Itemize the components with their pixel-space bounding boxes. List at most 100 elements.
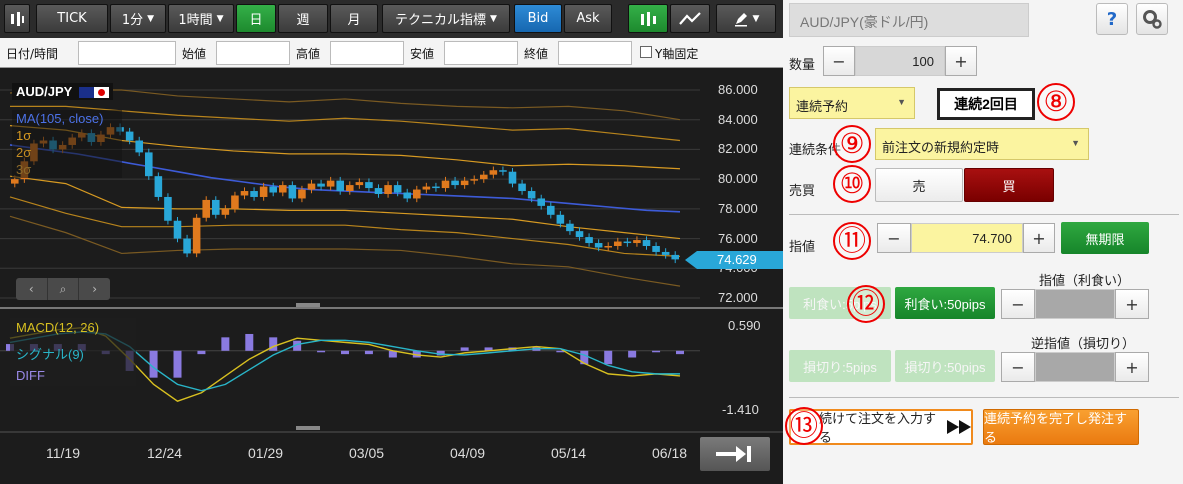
macd-tick-label: 0.590 [728, 318, 761, 333]
draw-tool-dropdown[interactable]: ▼ [716, 4, 776, 33]
price-input[interactable]: 74.700 [911, 223, 1023, 253]
finish-order-button[interactable]: 連続予約を完了し発注する [983, 409, 1139, 445]
stop-loss-input[interactable] [1035, 352, 1115, 382]
bid-button[interactable]: Bid [514, 4, 562, 33]
sell-button[interactable]: 売 [875, 168, 963, 202]
close-field [558, 41, 632, 65]
date-tick-label: 01/29 [248, 445, 284, 461]
candle-body [125, 131, 134, 141]
month-button[interactable]: 月 [330, 4, 378, 33]
candle-body [518, 183, 526, 192]
scroll-left-icon[interactable]: ‹ [28, 282, 34, 296]
candle-body [480, 174, 488, 180]
candle-body [661, 251, 670, 255]
condition-select[interactable]: 前注文の新規約定時 ▼ [875, 128, 1089, 160]
zoom-icon[interactable]: ⌕ [46, 278, 80, 300]
interval-2-dropdown[interactable]: 1時間 ▼ [168, 4, 234, 33]
date-tick-label: 11/19 [46, 445, 80, 461]
week-button[interactable]: 週 [278, 4, 328, 33]
candle-body [470, 179, 478, 181]
date-tick-label: 06/18 [652, 445, 688, 461]
candle-body [393, 185, 402, 193]
macd-histogram-bar [221, 337, 230, 351]
candle-body [135, 140, 143, 153]
price-minus-button[interactable]: − [877, 223, 911, 253]
continue-order-label: 続けて注文を入力する [819, 411, 937, 445]
candle-body [202, 199, 210, 218]
chevron-down-icon: ▼ [1071, 138, 1080, 148]
unlimited-button[interactable]: 無期限 [1061, 222, 1149, 254]
take-profit-input[interactable] [1035, 289, 1115, 319]
symbol-field[interactable]: AUD/JPY(豪ドル/円) [789, 3, 1029, 37]
buy-button[interactable]: 買 [964, 168, 1054, 202]
candle-body [432, 186, 440, 189]
macd-histogram-bar [173, 350, 182, 378]
stop-loss-5-button[interactable]: 損切り:5pips [789, 350, 891, 382]
technical-dropdown[interactable]: テクニカル指標 ▼ [382, 4, 510, 33]
macd-histogram-bar [556, 350, 565, 353]
price-plus-button[interactable]: + [1023, 223, 1055, 253]
candle-body [355, 182, 364, 186]
line-chart-icon[interactable] [670, 4, 710, 33]
candle-body [451, 180, 459, 186]
macd-histogram-bar [604, 350, 613, 365]
price-tick-label: 86.000 [718, 82, 758, 97]
help-button[interactable]: ? [1096, 3, 1128, 35]
current-price-pointer [685, 251, 697, 269]
candle-body [652, 246, 660, 252]
candle-body [566, 223, 574, 232]
candle-body [192, 217, 201, 254]
yaxis-fixed-checkbox[interactable] [640, 46, 652, 58]
macd-histogram-bar [460, 347, 469, 351]
chevron-down-icon: ▼ [752, 13, 760, 24]
annotation-12: ⑫ [847, 285, 885, 323]
fast-forward-icon [946, 420, 971, 434]
condition-value: 前注文の新規約定時 [882, 140, 1000, 155]
price-chart [0, 89, 783, 433]
macd-histogram-bar [652, 350, 661, 353]
scroll-right-icon[interactable]: › [92, 282, 98, 296]
quantity-input[interactable]: 100 [855, 46, 945, 76]
candle-body [307, 183, 316, 190]
jump-latest-button[interactable] [700, 437, 770, 471]
candle-body [259, 186, 268, 197]
quantity-plus-button[interactable]: + [945, 46, 977, 76]
time-scrollbar-thumb [296, 426, 320, 430]
quantity-minus-button[interactable]: − [823, 46, 855, 76]
annotation-8: ⑧ [1037, 83, 1075, 121]
interval-1-dropdown[interactable]: 1分 ▼ [110, 4, 166, 33]
settings-button[interactable] [1136, 3, 1168, 35]
candlestick-chart-icon[interactable] [628, 4, 668, 33]
tick-button[interactable]: TICK [36, 4, 108, 33]
take-profit-minus-button[interactable]: − [1001, 289, 1035, 319]
day-button[interactable]: 日 [236, 4, 276, 33]
price-tick-label: 76.000 [718, 230, 758, 246]
interval-2-label: 1時間 [178, 13, 213, 28]
candle-body [422, 186, 431, 190]
divider [789, 397, 1179, 398]
candle-icon[interactable] [4, 4, 30, 33]
stop-loss-plus-button[interactable]: + [1115, 352, 1149, 382]
candle-body [326, 180, 335, 187]
stop-loss-50-button[interactable]: 損切り:50pips [895, 350, 995, 382]
candle-body [317, 183, 325, 187]
candle-body [614, 241, 622, 246]
candle-body [537, 198, 545, 206]
order-type-select[interactable]: 連続予約 ▼ [789, 87, 915, 119]
candle-body [547, 205, 555, 215]
ask-button[interactable]: Ask [564, 4, 612, 33]
take-profit-header: 指値（利食い） [1039, 273, 1131, 288]
pane-drag-handle [296, 303, 320, 307]
chevron-down-icon: ▼ [897, 97, 906, 107]
diff-legend: DIFF [16, 368, 45, 383]
candle-body [250, 191, 258, 197]
open-label: 始値 [182, 47, 207, 61]
macd-histogram-bar [245, 333, 254, 351]
candle-body [384, 185, 392, 194]
take-profit-plus-button[interactable]: + [1115, 289, 1149, 319]
stop-loss-minus-button[interactable]: − [1001, 352, 1035, 382]
take-profit-50-button[interactable]: 利食い:50pips [895, 287, 995, 319]
chevron-down-icon: ▼ [147, 13, 155, 24]
date-tick-label: 03/05 [349, 445, 385, 461]
candle-body [499, 170, 507, 172]
